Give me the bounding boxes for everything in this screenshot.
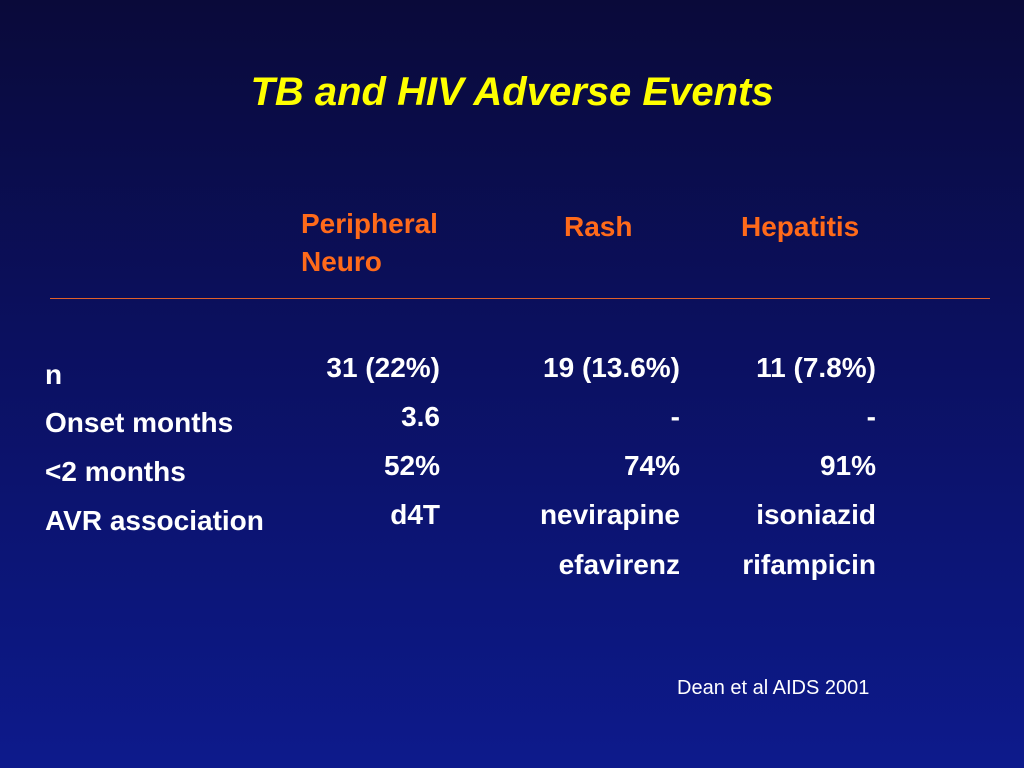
cell-avr-rash: nevirapine: [539, 499, 680, 530]
cell-n-rash: 19 (13.6%): [543, 352, 680, 383]
cell-under2-hepatitis: 91%: [819, 450, 876, 481]
cell-avr-neuro: d4T: [390, 499, 440, 530]
citation: Dean et al AIDS 2001: [677, 677, 870, 699]
cell-onset-neuro: 3.6: [401, 401, 440, 432]
cell-onset-hepatitis: -: [866, 401, 876, 432]
row-label-onset-months: Onset months: [45, 407, 234, 438]
cell-avr-hepatitis: isoniazid: [756, 499, 876, 530]
column-header-rash: Rash: [564, 211, 633, 242]
row-label-under-2-months: <2 months: [45, 456, 186, 487]
cell-n-hepatitis: 11 (7.8%): [756, 352, 876, 383]
row-label-n: n: [45, 359, 63, 390]
row-label-avr-association: AVR association: [45, 505, 264, 536]
column-header-hepatitis: Hepatitis: [741, 211, 860, 242]
cell-avr2-hepatitis: rifampicin: [742, 549, 876, 580]
cell-n-neuro: 31 (22%): [326, 352, 440, 383]
cell-onset-rash: -: [670, 401, 680, 432]
cell-under2-rash: 74%: [623, 450, 680, 481]
slide-title: TB and HIV Adverse Events: [250, 70, 774, 114]
cell-under2-neuro: 52%: [383, 450, 440, 481]
cell-avr2-rash: efavirenz: [558, 549, 680, 580]
header-divider: [50, 298, 990, 299]
column-header-peripheral-neuro: Peripheral Neuro: [301, 208, 438, 277]
